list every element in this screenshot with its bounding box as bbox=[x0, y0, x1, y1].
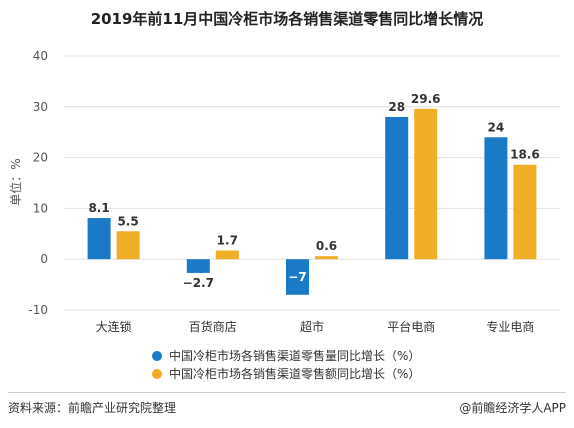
x-category-label-3: 平台电商 bbox=[387, 319, 435, 334]
y-axis-ticks: 40 30 20 10 0 -10 bbox=[28, 49, 48, 317]
y-axis-label: 单位：% bbox=[8, 158, 23, 205]
x-axis-categories: 大连锁 百货商店 超市 平台电商 专业电商 bbox=[96, 319, 535, 334]
y-tick-label-1: 30 bbox=[33, 100, 48, 114]
y-tick-label-5: -10 bbox=[28, 303, 48, 317]
x-category-label-1: 百货商店 bbox=[189, 319, 237, 334]
bar-s0-c2 bbox=[286, 259, 309, 295]
x-category-label-2: 超市 bbox=[300, 319, 324, 334]
bars bbox=[87, 108, 537, 295]
y-tick-label-0: 40 bbox=[33, 49, 48, 63]
bar-s1-c4 bbox=[513, 164, 537, 260]
legend: 中国冷柜市场各销售渠道零售量同比增长（%） 中国冷柜市场各销售渠道零售额同比增长（… bbox=[152, 348, 420, 381]
y-tick-label-2: 20 bbox=[33, 151, 48, 165]
data-label-s1-c1: 1.7 bbox=[217, 234, 238, 248]
bar-s1-c3 bbox=[414, 108, 438, 260]
x-category-label-0: 大连锁 bbox=[96, 319, 132, 334]
data-label-s0-c4: 24 bbox=[488, 120, 505, 134]
bar-s0-c3 bbox=[385, 116, 409, 260]
data-label-s1-c2: 0.6 bbox=[316, 239, 337, 253]
x-category-label-4: 专业电商 bbox=[486, 319, 534, 334]
bar-chart: 40 30 20 10 0 -10 单位：% 8.1 5.5 −2.7 1.7 −7 0.6 28 29… bbox=[8, 49, 560, 381]
source-note: 资料来源：前瞻产业研究院整理 bbox=[8, 401, 177, 415]
y-tick-label-3: 10 bbox=[33, 201, 48, 215]
legend-label-0: 中国冷柜市场各销售渠道零售量同比增长（%） bbox=[169, 348, 420, 363]
legend-label-1: 中国冷柜市场各销售渠道零售额同比增长（%） bbox=[169, 366, 420, 381]
bar-s1-c0 bbox=[116, 231, 140, 260]
bar-s1-c1 bbox=[215, 250, 239, 260]
brand-credit: @前瞻经济学人APP bbox=[459, 401, 566, 415]
bar-s0-c0 bbox=[87, 218, 111, 260]
bar-s0-c4 bbox=[484, 137, 508, 260]
bar-s1-c2 bbox=[315, 256, 338, 260]
data-label-s0-c2: −7 bbox=[288, 270, 306, 284]
data-label-s1-c4: 18.6 bbox=[510, 148, 540, 162]
legend-marker-0 bbox=[152, 351, 162, 361]
data-label-s1-c3: 29.6 bbox=[411, 92, 441, 106]
data-label-s0-c3: 28 bbox=[388, 100, 405, 114]
grid-lines bbox=[64, 55, 560, 311]
data-label-s0-c1: −2.7 bbox=[183, 276, 214, 290]
y-tick-label-4: 0 bbox=[40, 252, 48, 266]
legend-marker-1 bbox=[152, 369, 162, 379]
footer-divider bbox=[8, 392, 566, 393]
bar-s0-c1 bbox=[186, 259, 210, 273]
data-label-s0-c0: 8.1 bbox=[88, 201, 109, 215]
data-label-s1-c0: 5.5 bbox=[117, 214, 138, 228]
data-labels: 8.1 5.5 −2.7 1.7 −7 0.6 28 29.6 24 18.6 bbox=[88, 92, 539, 290]
chart-title: 2019年前11月中国冷柜市场各销售渠道零售同比增长情况 bbox=[90, 10, 484, 28]
